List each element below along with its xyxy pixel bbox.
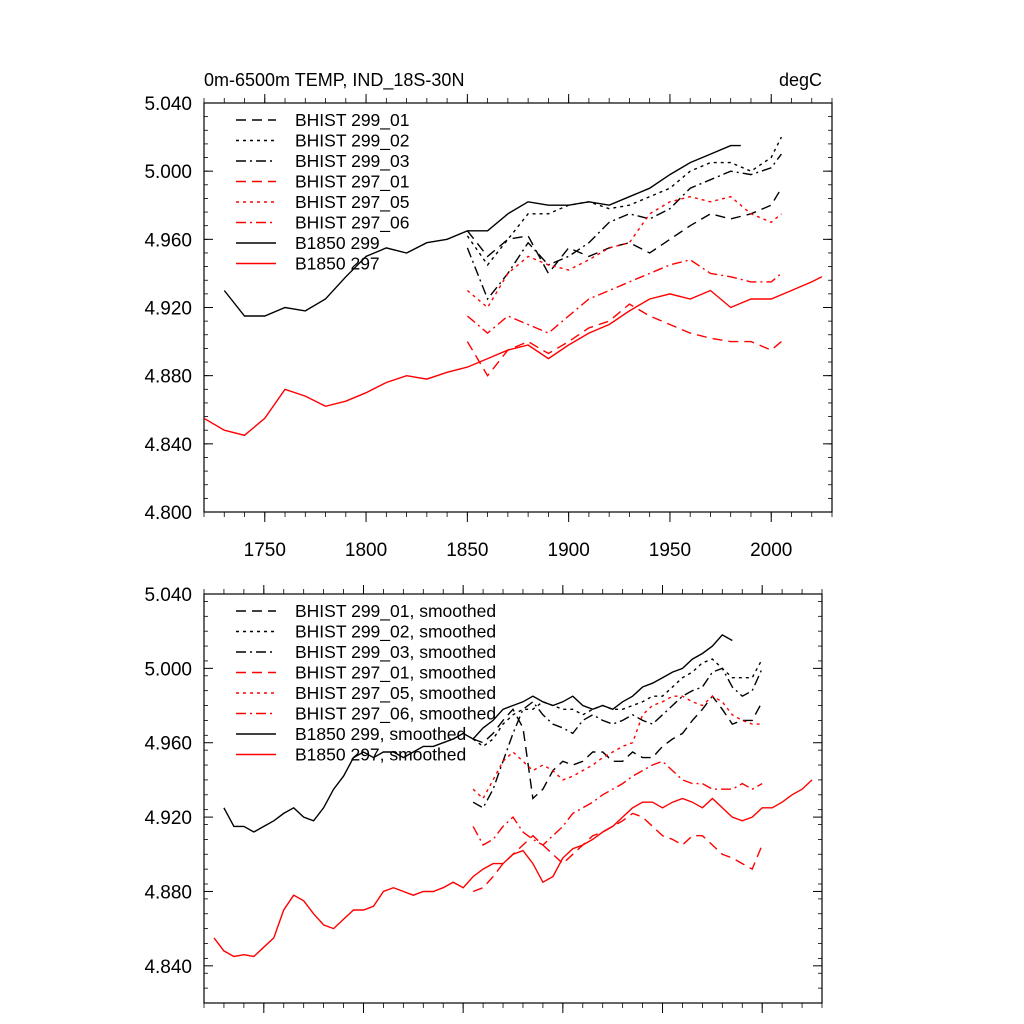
x-tick-label: 1850 (446, 540, 488, 561)
legend-label: BHIST 297_05, smoothed (295, 683, 496, 704)
legend-label: BHIST 297_05 (295, 192, 409, 213)
chart-title-right: degC (779, 70, 822, 90)
y-tick-label: 5.040 (144, 94, 192, 115)
series-line-4 (472, 812, 763, 893)
series-line-8 (204, 276, 823, 437)
legend-label: BHIST 297_01 (295, 172, 409, 193)
y-tick-label: 4.960 (144, 230, 192, 251)
legend-label: BHIST 299_03 (295, 151, 409, 172)
legend-label: BHIST 297_01, smoothed (295, 663, 496, 684)
series-group (204, 136, 823, 437)
legend-label: BHIST 299_01 (295, 110, 409, 131)
series-line-3 (466, 153, 782, 301)
y-tick-label: 4.920 (144, 808, 192, 829)
y-tick-label: 4.880 (144, 882, 192, 903)
x-tick-label: 1950 (649, 540, 691, 561)
x-tick-label: 1900 (548, 540, 590, 561)
legend-label: BHIST 299_01, smoothed (295, 601, 496, 622)
y-tick-label: 4.920 (144, 299, 192, 320)
y-tick-label: 4.840 (144, 957, 192, 978)
series-line-4 (466, 303, 782, 377)
series-line-6 (472, 760, 763, 846)
series-line-6 (466, 259, 782, 335)
y-tick-label: 5.000 (144, 162, 192, 183)
legend-label: BHIST 299_03, smoothed (295, 642, 496, 663)
legend-label: B1850 297 (295, 254, 380, 274)
legend-label: B1850 299 (295, 233, 380, 253)
chart-title-left: 0m-6500m TEMP, IND_18S-30N (204, 70, 464, 91)
series-line-5 (472, 695, 763, 800)
series-line-2 (466, 136, 783, 267)
legend-label: BHIST 297_06, smoothed (295, 704, 496, 725)
legend-label: BHIST 299_02 (295, 131, 409, 152)
legend-label: B1850 297, smoothed (295, 745, 466, 765)
y-tick-label: 4.800 (144, 503, 192, 524)
y-tick-label: 4.960 (144, 734, 192, 755)
y-tick-label: 5.000 (144, 659, 192, 680)
legend-label: B1850 299, smoothed (295, 724, 466, 744)
series-line-1 (466, 187, 783, 275)
series-line-7 (223, 144, 741, 317)
y-tick-label: 4.840 (144, 435, 192, 456)
series-line-8 (213, 779, 813, 958)
series-line-2 (472, 658, 763, 748)
y-tick-label: 4.880 (144, 367, 192, 388)
series-line-1 (472, 695, 763, 800)
legend-label: BHIST 297_06 (295, 213, 409, 234)
chart-panel-1: 4.800 4.840 4.880 4.920 4.960 5.000 5.040 1750 1… (144, 94, 833, 561)
x-tick-label: 2000 (750, 540, 792, 561)
plot-frame (203, 593, 823, 1004)
series-line-5 (466, 195, 782, 309)
series-group (213, 634, 813, 958)
chart-panel-2: 4.840 4.880 4.920 4.960 5.000 5.040 BHIST 299_… (144, 585, 823, 1013)
x-tick-label: 1800 (345, 540, 387, 561)
y-tick-label: 5.040 (144, 585, 192, 606)
x-tick-label: 1750 (244, 540, 286, 561)
legend-label: BHIST 299_02, smoothed (295, 622, 496, 643)
series-line-7 (223, 634, 733, 833)
